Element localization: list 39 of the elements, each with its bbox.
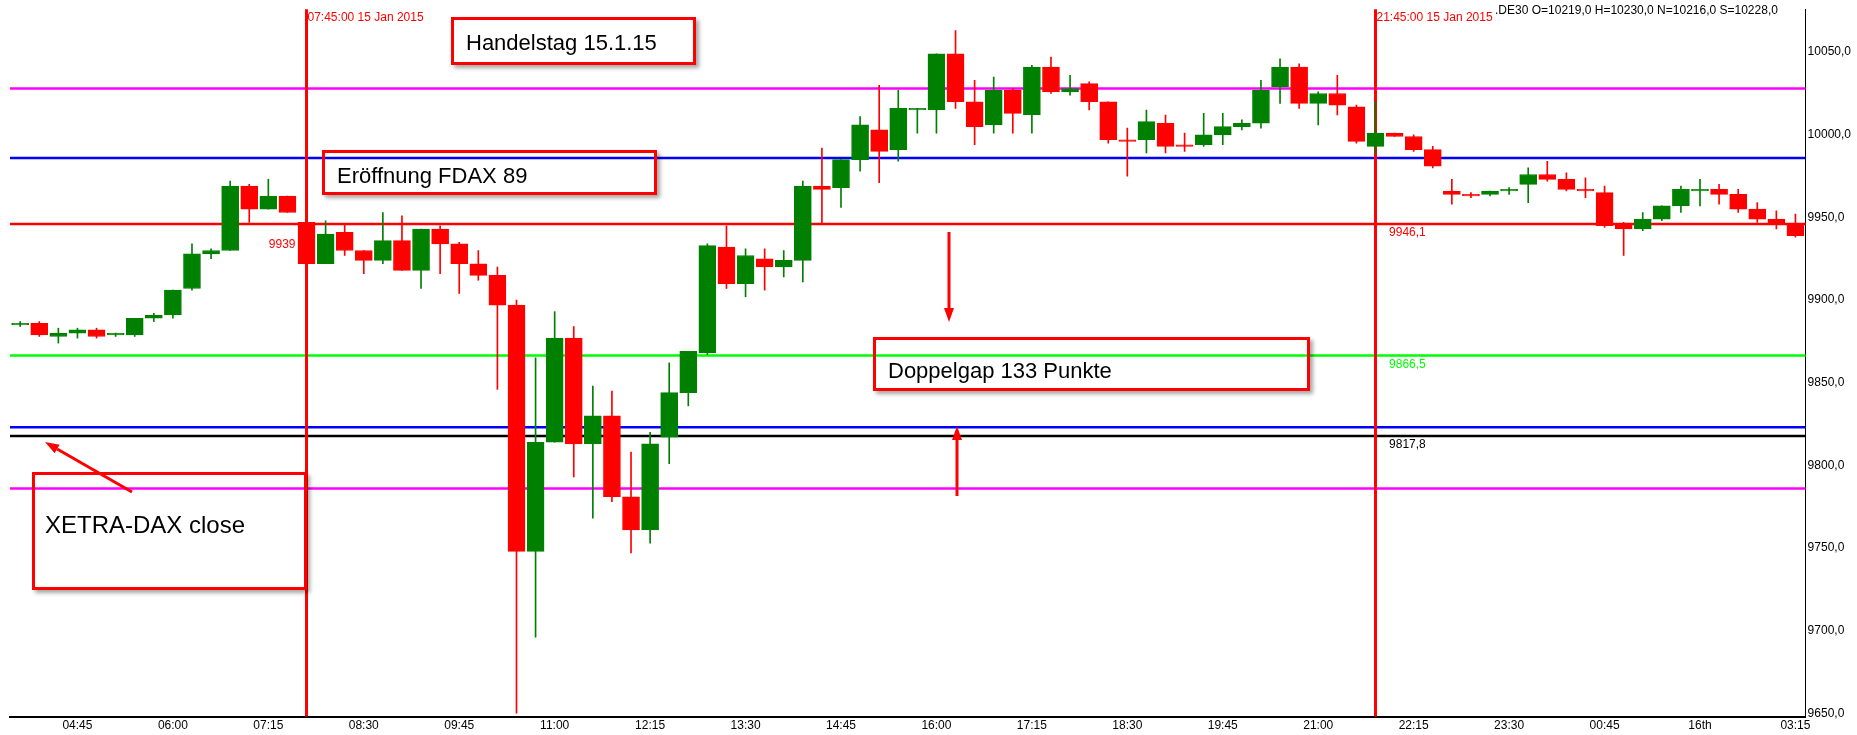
x-tick-label: 06:00 (157, 718, 189, 733)
y-tick-label: 9750,0 (1807, 540, 1845, 555)
x-tick-label: 08:30 (348, 718, 380, 733)
x-tick-label: 16th (1688, 718, 1712, 733)
x-tick-label: 09:45 (444, 718, 475, 733)
y-tick-label: 9800,0 (1807, 457, 1845, 472)
x-tick-label: 21:00 (1303, 718, 1334, 733)
y-tick-label: 9700,0 (1807, 622, 1845, 637)
annotation: 9939 (268, 236, 296, 251)
annotation: Doppelgap 133 Punkte (873, 337, 1310, 391)
x-tick-label: 03:15 (1780, 718, 1811, 733)
ref-line-label: 9817,8 (1389, 437, 1427, 452)
x-tick-label: 18:30 (1112, 718, 1143, 733)
ref-line-label: 9946,1 (1389, 225, 1427, 240)
annotation: Handelstag 15.1.15 (451, 17, 696, 65)
annotation: XETRA-DAX close (32, 472, 307, 590)
x-tick-label: 07:15 (253, 718, 284, 733)
y-tick-label: 9850,0 (1807, 375, 1845, 390)
annotation: Eröffnung FDAX 89 (322, 150, 657, 195)
ref-line-label: 9866,5 (1389, 356, 1427, 371)
y-tick-label: 9900,0 (1807, 292, 1845, 307)
y-tick-label: 9650,0 (1807, 705, 1845, 720)
x-tick-label: 12:15 (635, 718, 666, 733)
ref-line-label: 07:45:00 15 Jan 2015 (307, 9, 424, 24)
x-tick-label: 00:45 (1589, 718, 1620, 733)
x-tick-label: 16:00 (921, 718, 952, 733)
x-tick-label: 11:00 (540, 718, 570, 733)
x-tick-label: 22:15 (1398, 718, 1430, 733)
ref-line-label: 21:45:00 15 Jan 2015 (1376, 9, 1493, 24)
x-tick-label: 23:30 (1494, 718, 1525, 733)
y-tick-label: 10000,0 (1807, 127, 1852, 142)
x-tick-label: 17:15 (1016, 718, 1048, 733)
y-tick-label: 10050,0 (1807, 44, 1852, 59)
x-tick-label: 19:45 (1207, 718, 1239, 733)
x-tick-label: 04:45 (62, 718, 93, 733)
x-tick-label: 13:30 (730, 718, 761, 733)
y-tick-label: 9950,0 (1807, 209, 1845, 224)
annotation: .DE30 O=10219,0 H=10230,0 N=10216,0 S=10228,0 (1495, 3, 1778, 17)
x-tick-label: 14:45 (825, 718, 857, 733)
